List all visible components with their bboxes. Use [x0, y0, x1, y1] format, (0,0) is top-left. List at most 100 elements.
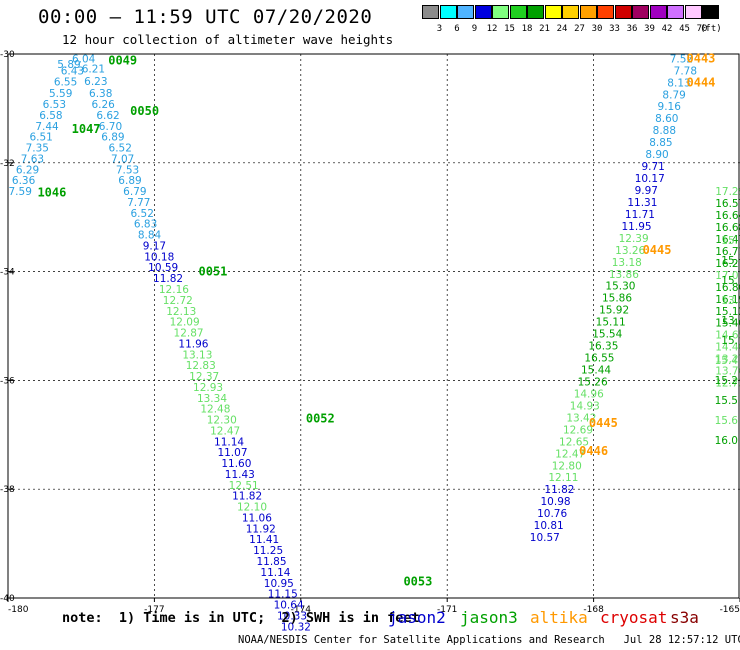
wave-height-point: 11.95	[622, 221, 652, 233]
wave-height-point: 12.69	[563, 424, 593, 436]
wave-height-point: 9.97	[635, 185, 658, 197]
x-tick-label: -168	[583, 605, 604, 615]
wave-height-point: 12.11	[548, 472, 578, 484]
wave-height-point: 12.13	[166, 306, 196, 318]
wave-height-point: 17.29	[715, 186, 740, 198]
credit-line: NOAA/NESDIS Center for Satellite Applica…	[238, 634, 740, 646]
wave-height-point: 16.80	[715, 282, 740, 294]
color-scale-label: 30	[591, 24, 603, 34]
wave-height-point: 11.85	[256, 556, 286, 568]
wave-height-point: 10.64	[274, 600, 304, 612]
wave-height-point: 12.72	[163, 295, 193, 307]
wave-height-point: 12.09	[170, 317, 200, 329]
wave-height-point: 12.16	[159, 284, 189, 296]
wave-height-point: 16.27	[715, 258, 740, 270]
wave-height-point: 8.88	[653, 125, 676, 137]
color-swatch	[422, 5, 439, 19]
wave-height-point: 6.21	[82, 64, 105, 76]
color-scale-label: 70	[696, 24, 708, 34]
wave-height-point: 13.13	[182, 349, 212, 361]
wave-height-point: 6.36	[12, 175, 36, 187]
wave-height-point: 11.41	[249, 534, 279, 546]
wave-height-point: 10.17	[635, 173, 665, 185]
wave-height-point: 6.53	[43, 99, 66, 111]
color-scale-label: 12	[486, 24, 498, 34]
wave-height-point: 14.93	[570, 400, 600, 412]
wave-height-point: 16.19	[715, 294, 740, 306]
pass-time-label: 0444	[687, 75, 716, 89]
color-swatch	[614, 5, 632, 19]
color-scale-label: 39	[644, 24, 655, 34]
color-scale-unit: (ft)	[700, 24, 722, 34]
wave-height-point: 10.18	[144, 251, 174, 263]
color-swatch	[457, 5, 474, 19]
wave-height-point: 11.71	[625, 209, 655, 221]
wave-height-point: 6.29	[16, 164, 39, 176]
wave-height-point: 14.65	[715, 330, 740, 342]
wave-height-point: 9.16	[658, 101, 682, 113]
color-scale-label: 24	[556, 24, 568, 34]
wave-height-point: 6.04	[72, 53, 96, 65]
pass-time-label: 0443	[687, 51, 716, 65]
color-swatch	[632, 5, 649, 19]
wave-height-point: 7.78	[674, 65, 697, 77]
wave-height-point: 15.6	[715, 415, 739, 427]
wave-height-point: 7.59	[9, 186, 32, 198]
footer-note: note: 1) Time is in UTC; 2) SWH is in fe…	[62, 610, 420, 626]
wave-height-point: 7.35	[26, 143, 49, 155]
color-scale-label: 27	[574, 24, 585, 34]
wave-height-point: 6.89	[118, 175, 141, 187]
wave-height-point: 16.64	[715, 210, 740, 222]
wave-height-point: 11.92	[246, 523, 276, 535]
pass-time-label: 0049	[108, 54, 137, 68]
wave-height-point: 16.0	[715, 435, 738, 447]
y-tick-label: -38	[0, 485, 15, 495]
color-swatch	[579, 5, 597, 19]
wave-height-point: 12.80	[552, 460, 582, 472]
wave-height-point: 6.52	[109, 143, 132, 155]
color-scale-label: 3	[436, 24, 443, 34]
wave-height-point: 11.31	[627, 197, 657, 209]
wave-height-point: 10.95	[264, 578, 294, 590]
wave-height-point: 12.47	[555, 448, 585, 460]
wave-height-point: 10.98	[541, 496, 571, 508]
wave-height-point: 16.55	[584, 353, 614, 365]
wave-height-point: 15.2	[715, 375, 738, 387]
pass-time-label: 1046	[37, 186, 66, 200]
wave-height-point: 11.43	[225, 469, 255, 481]
color-scale-label: 9	[471, 24, 478, 34]
pass-time-label: 0051	[199, 265, 228, 279]
wave-height-point: 12.83	[186, 360, 216, 372]
color-swatch	[544, 5, 562, 19]
wave-height-point: 15.	[721, 235, 738, 247]
wave-height-point: 15.	[721, 335, 738, 347]
color-scale-label: 33	[609, 24, 620, 34]
wave-height-point: 8.84	[138, 230, 162, 242]
wave-height-point: 15.	[721, 275, 738, 287]
wave-height-point: 12.37	[189, 371, 219, 383]
wave-height-point: 8.90	[645, 149, 668, 161]
wave-height-point: 12.73	[715, 378, 740, 390]
wave-height-point: 11.82	[232, 491, 262, 503]
wave-height-point: 13.86	[609, 269, 639, 281]
color-scale-label: 36	[626, 24, 638, 34]
wave-height-point: 6.51	[29, 132, 52, 144]
wave-height-point: 13.34	[197, 393, 227, 405]
color-swatch	[667, 5, 684, 19]
color-scale-label: 15	[504, 24, 515, 34]
wave-height-point: 8.60	[655, 113, 678, 125]
wave-height-point: 6.38	[89, 88, 112, 100]
pass-time-label: 0445	[643, 243, 672, 257]
x-tick-label: -180	[8, 605, 29, 615]
wave-height-point: 7.44	[35, 121, 59, 133]
wave-height-point: 10.59	[148, 262, 178, 274]
x-tick-label: -165	[720, 605, 740, 615]
color-swatch	[684, 5, 702, 19]
wave-height-point: 11.14	[260, 567, 290, 579]
wave-height-point: 6.79	[123, 186, 146, 198]
wave-height-point: 14.40	[715, 342, 740, 354]
wave-height-point: 12.51	[229, 480, 259, 492]
plot-frame	[7, 53, 740, 599]
wave-height-point: 6.43	[61, 65, 84, 77]
wave-height-point: 12.87	[174, 328, 204, 340]
